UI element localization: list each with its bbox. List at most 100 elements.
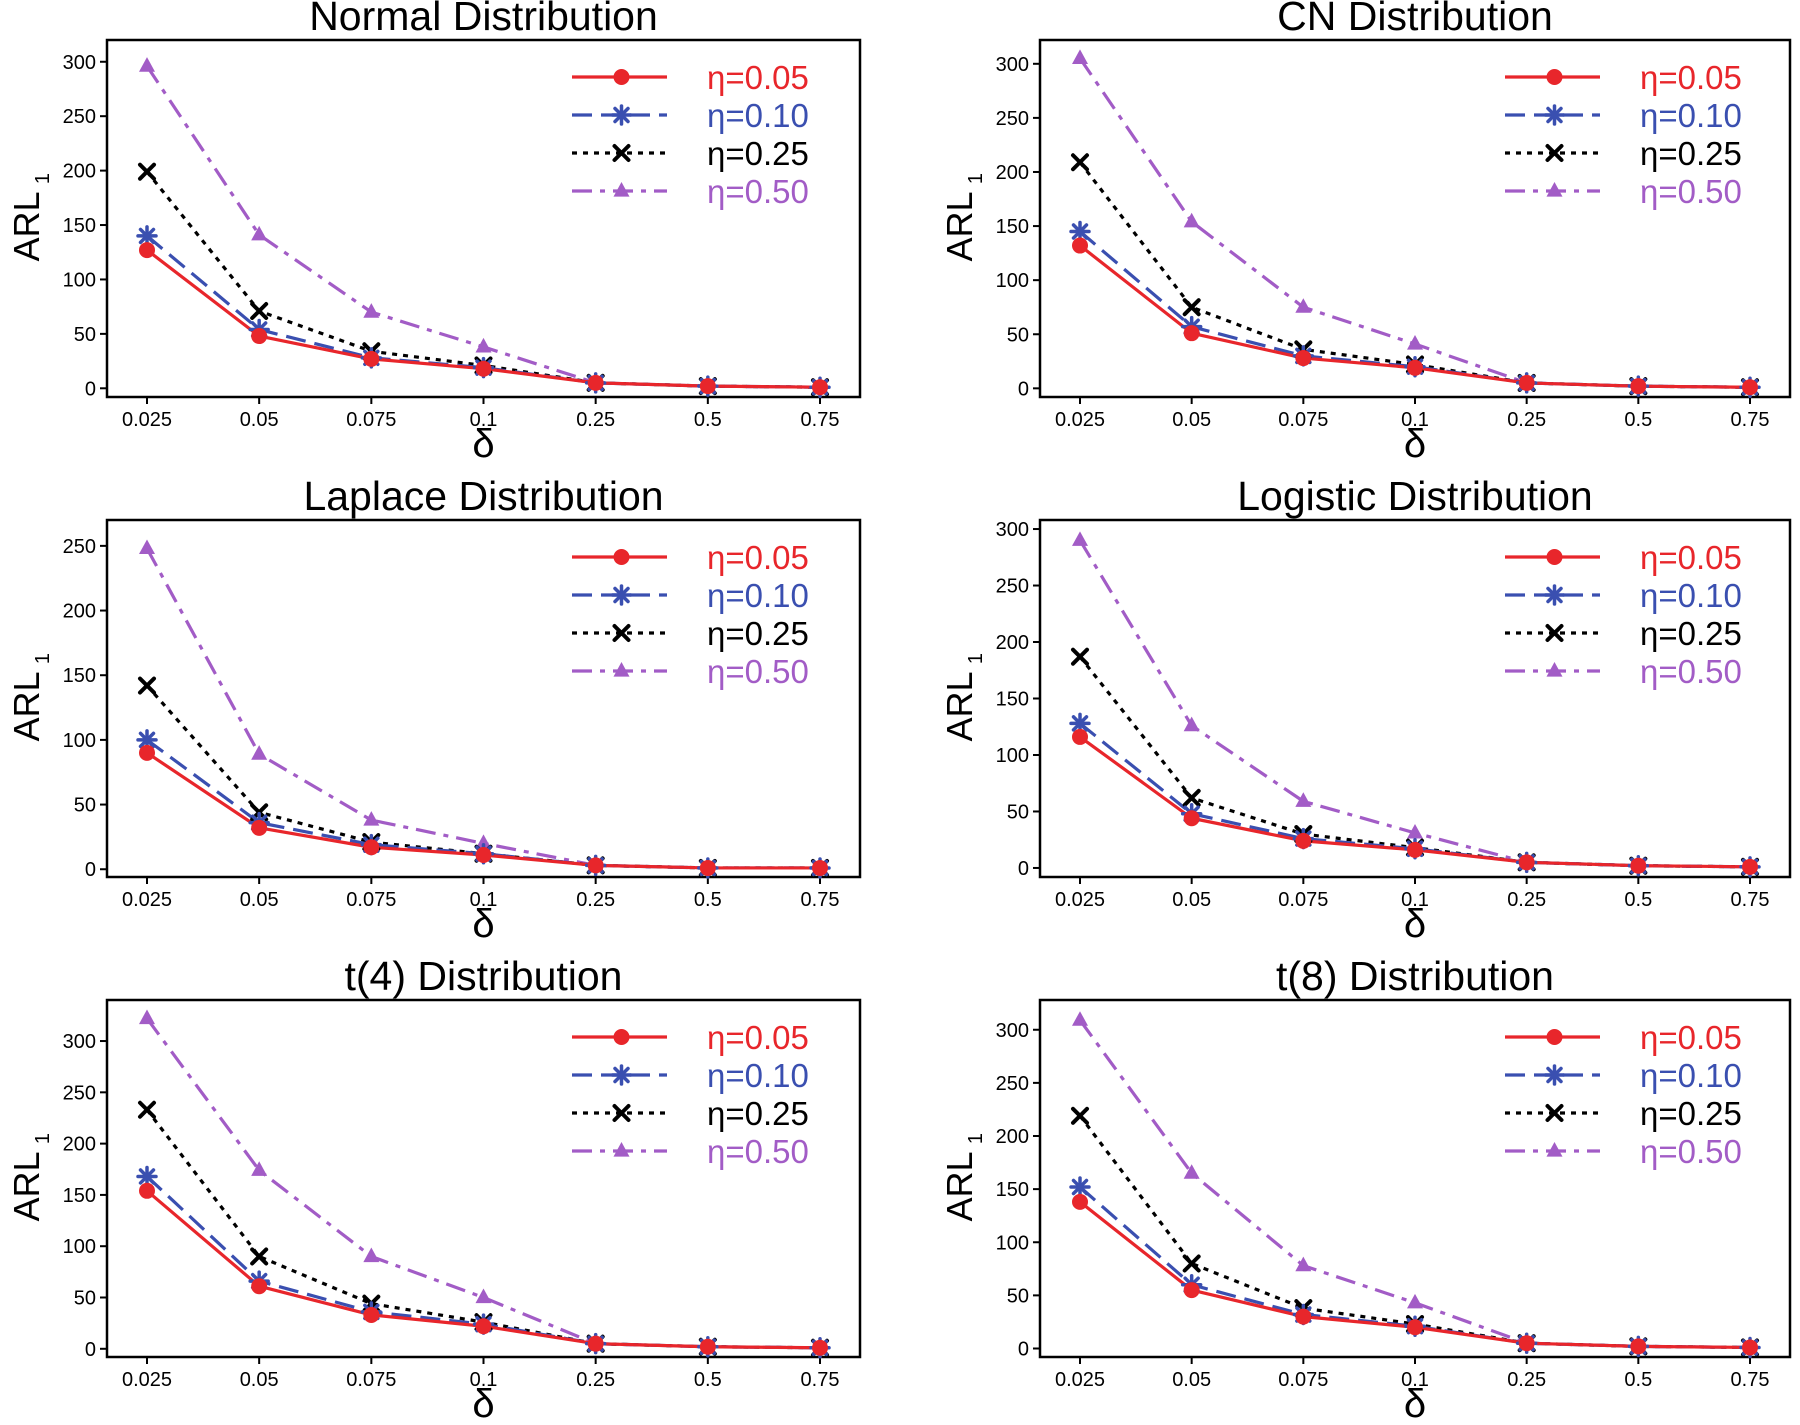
- y-tick-label: 150: [63, 1185, 96, 1207]
- y-axis-label: ARL: [6, 1151, 47, 1221]
- x-tick-label: 0.25: [1507, 409, 1546, 431]
- legend-marker: [1546, 1029, 1563, 1045]
- data-point: [138, 1100, 156, 1119]
- chart-title: CN Distribution: [1277, 0, 1553, 39]
- y-axis-label-subscript: 1: [965, 653, 987, 664]
- y-tick-label: 300: [996, 1020, 1029, 1042]
- y-tick-label: 50: [1007, 1285, 1029, 1307]
- chart-title: t(8) Distribution: [1276, 953, 1554, 999]
- data-point: [1183, 716, 1200, 732]
- y-tick-label: 250: [63, 1082, 96, 1104]
- y-tick-label: 100: [63, 730, 96, 752]
- legend-marker: [1545, 144, 1564, 162]
- legend-label: η=0.25: [1640, 135, 1742, 172]
- legend-label: η=0.10: [707, 577, 809, 614]
- data-point: [475, 337, 492, 353]
- legend-marker: [610, 584, 633, 606]
- data-point: [812, 1339, 828, 1356]
- data-point: [363, 1306, 380, 1323]
- legend-label: η=0.25: [1640, 1095, 1742, 1132]
- y-tick-label: 200: [996, 632, 1029, 654]
- data-point: [475, 1288, 492, 1304]
- chart-panel-6: t(8) Distribution 0 50 100 150 200 250 300 0.025…: [939, 953, 1792, 1425]
- legend-label: η=0.10: [1640, 97, 1742, 134]
- x-tick-label: 0.075: [346, 409, 396, 431]
- legend-marker: [1545, 1104, 1564, 1122]
- data-point: [1072, 49, 1088, 64]
- legend-label: η=0.25: [1640, 615, 1742, 652]
- y-tick-label: 0: [85, 859, 96, 881]
- x-tick-label: 0.025: [122, 889, 172, 911]
- legend-marker: [610, 104, 633, 126]
- y-axis-label: ARL: [6, 671, 47, 741]
- data-point: [136, 225, 158, 247]
- x-tick-label: 0.5: [1624, 889, 1652, 911]
- x-axis-label: δ: [472, 422, 494, 466]
- x-tick-label: 0.1: [1401, 1369, 1429, 1391]
- data-point: [363, 303, 380, 318]
- data-point: [475, 360, 492, 377]
- data-point: [1742, 379, 1758, 396]
- legend-label: η=0.10: [1640, 577, 1742, 614]
- legend-label: η=0.10: [707, 97, 809, 134]
- data-point: [587, 374, 604, 391]
- y-axis-label-subscript: 1: [965, 173, 987, 184]
- legend-label: η=0.50: [707, 653, 809, 690]
- data-point: [1183, 325, 1200, 342]
- legend-marker: [612, 624, 631, 642]
- data-point: [1630, 857, 1647, 874]
- data-point: [363, 839, 380, 856]
- legend-label: η=0.25: [707, 1095, 809, 1132]
- data-point: [1069, 220, 1091, 243]
- x-tick-label: 0.025: [1055, 889, 1105, 911]
- legend-marker: [613, 662, 630, 677]
- data-point: [1183, 1282, 1200, 1299]
- legend-label: η=0.25: [707, 615, 809, 652]
- legend-marker: [613, 1029, 630, 1045]
- x-tick-label: 0.75: [801, 889, 840, 911]
- data-point: [1295, 1256, 1312, 1272]
- data-point: [138, 676, 156, 695]
- data-point: [1183, 1164, 1200, 1179]
- y-tick-label: 150: [63, 665, 96, 687]
- y-tick-label: 300: [63, 52, 96, 74]
- data-point: [1295, 832, 1312, 849]
- y-tick-label: 100: [63, 269, 96, 291]
- data-point: [699, 1338, 716, 1355]
- x-tick-label: 0.75: [801, 409, 840, 431]
- x-tick-label: 0.25: [576, 409, 615, 431]
- data-point: [139, 242, 155, 259]
- data-point: [587, 857, 604, 874]
- chart-panel-2: CN Distribution 0 50 100 150 200 250 300 0.025 0.…: [939, 0, 1792, 466]
- y-axis-label-group: ARL 1: [939, 653, 987, 742]
- y-tick-label: 300: [63, 1031, 96, 1053]
- x-tick-label: 0.075: [1278, 889, 1328, 911]
- legend-label: η=0.05: [1640, 539, 1742, 576]
- data-point: [251, 1278, 268, 1295]
- legend-label: η=0.10: [707, 1057, 809, 1094]
- y-axis-label-group: ARL 1: [6, 653, 54, 742]
- y-tick-label: 0: [1018, 1339, 1029, 1361]
- chart-panel-4: Logistic Distribution 0 50 100 150 200 250 300 0…: [939, 473, 1792, 946]
- x-tick-label: 0.25: [1507, 889, 1546, 911]
- y-tick-label: 150: [996, 216, 1029, 238]
- y-axis-label: ARL: [6, 191, 47, 261]
- y-tick-label: 250: [63, 106, 96, 128]
- y-tick-label: 150: [996, 1179, 1029, 1201]
- x-tick-label: 0.5: [1624, 1369, 1652, 1391]
- x-tick-label: 0.1: [470, 409, 498, 431]
- y-tick-label: 50: [74, 324, 96, 346]
- y-tick-label: 50: [1007, 801, 1029, 823]
- legend-marker: [1546, 1142, 1563, 1157]
- data-point: [1295, 792, 1312, 807]
- data-point: [1407, 1319, 1423, 1336]
- data-point: [139, 539, 155, 555]
- y-axis-label-group: ARL 1: [6, 173, 54, 262]
- legend-label: η=0.05: [707, 539, 809, 576]
- chart-title: Laplace Distribution: [303, 473, 663, 519]
- y-axis-label: ARL: [939, 1151, 980, 1221]
- y-tick-label: 300: [996, 519, 1029, 541]
- y-axis-label-subscript: 1: [965, 1133, 987, 1144]
- y-tick-label: 200: [63, 161, 96, 183]
